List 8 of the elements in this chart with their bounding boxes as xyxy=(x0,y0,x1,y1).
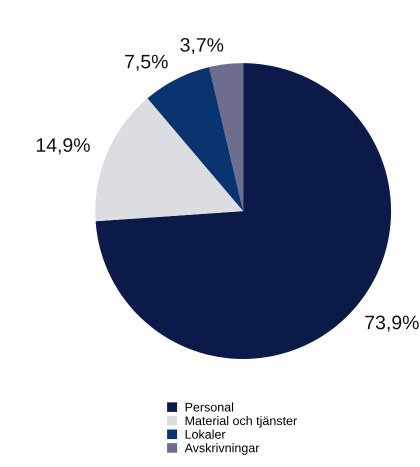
legend-label: Lokaler xyxy=(186,430,226,439)
data-label: 73,9% xyxy=(365,316,419,332)
legend-label: Material och tjänster xyxy=(186,416,297,428)
data-label: 14,9% xyxy=(36,138,90,154)
legend-label: Avskrivningar xyxy=(184,443,260,455)
legend-label: Personal xyxy=(186,402,234,412)
data-label: 7,5% xyxy=(125,54,168,71)
data-label: 3,7% xyxy=(180,38,224,54)
